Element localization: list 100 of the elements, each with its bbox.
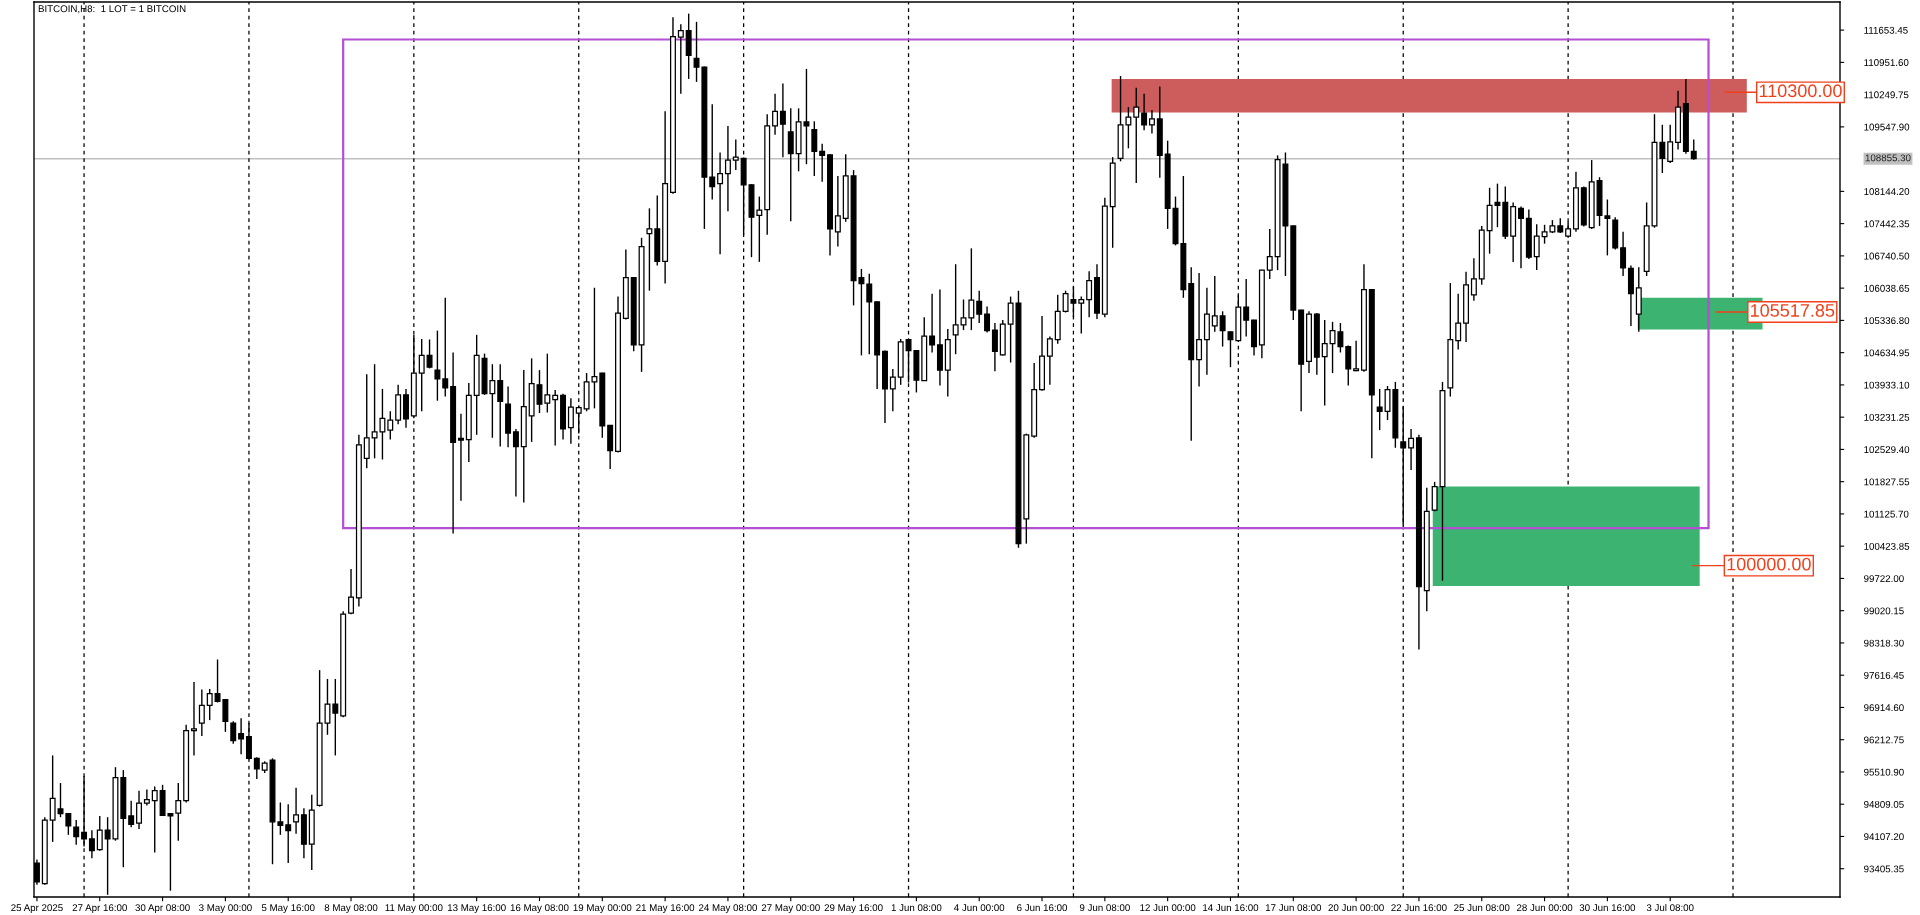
candlestick [1196, 272, 1203, 388]
x-tick-label: 29 May 16:00 [824, 904, 883, 914]
candlestick [512, 428, 519, 498]
candlestick [1667, 124, 1674, 164]
x-tick-label: 25 Jun 08:00 [1454, 904, 1510, 912]
candlestick [1321, 319, 1328, 407]
candlestick [426, 338, 433, 370]
x-tick-label: 21 May 16:00 [636, 904, 695, 914]
candlestick [1659, 124, 1666, 174]
candlestick [442, 297, 449, 398]
x-tick-label: 30 Apr 08:00 [135, 904, 190, 914]
x-tick-label: 27 May 00:00 [761, 904, 820, 914]
y-tick-label: 110951.60 [1864, 59, 1909, 66]
candlestick [567, 397, 574, 445]
candlestick [198, 688, 205, 737]
x-tick-label: 22 Jun 16:00 [1391, 904, 1447, 912]
candlestick [834, 175, 841, 248]
candlestick [929, 292, 936, 354]
candlestick [1211, 275, 1218, 333]
y-tick-label: 101125.70 [1864, 510, 1909, 518]
candlestick [128, 800, 135, 828]
candlestick [206, 688, 213, 721]
ref-line-label: 108855.30 [1865, 154, 1911, 162]
x-tick-label: 30 Jun 16:00 [1579, 904, 1636, 912]
candlestick [1086, 270, 1093, 318]
candlestick [772, 92, 779, 136]
x-tick-label: 17 Jun 08:00 [1265, 904, 1322, 912]
candlestick [819, 142, 826, 183]
chart-title: BITCOIN,H8: 1 LOT = 1 BITCOIN [38, 5, 186, 14]
candlestick [1219, 310, 1226, 348]
x-tick-label: 3 Jul 08:00 [1646, 903, 1694, 912]
x-tick-label: 1 Jun 08:00 [891, 904, 942, 912]
candlestick [889, 368, 896, 412]
candlestick [552, 389, 559, 447]
candlestick [1046, 335, 1053, 386]
candlestick [1533, 223, 1540, 271]
y-tick-label: 99020.15 [1864, 607, 1904, 615]
candlestick [724, 125, 731, 212]
candlestick [285, 803, 292, 864]
candlestick [1376, 388, 1383, 431]
y-tick-label: 104634.95 [1864, 349, 1910, 357]
y-tick-label: 93405.35 [1864, 865, 1904, 873]
y-tick-label: 102529.40 [1864, 446, 1910, 454]
candlestick [1518, 205, 1524, 270]
annotation: 110300.00 [1759, 84, 1842, 98]
y-tick-label: 94809.05 [1864, 800, 1904, 808]
candlestick [709, 103, 716, 201]
candlestick [1078, 295, 1085, 335]
y-tick-label: 109547.90 [1864, 123, 1910, 131]
x-tick-label: 28 Jun 00:00 [1516, 904, 1573, 912]
x-tick-label: 20 Jun 00:00 [1328, 904, 1384, 912]
candlestick [1408, 428, 1415, 471]
x-tick-label: 24 May 08:00 [698, 904, 758, 914]
candlestick [1266, 228, 1273, 280]
candlestick [1455, 292, 1462, 351]
candlestick [348, 568, 355, 615]
annotation: 100000.00 [1727, 557, 1811, 571]
y-tick-label: 107442.35 [1864, 220, 1910, 228]
candlestick [1353, 340, 1360, 373]
candlestick [1148, 109, 1155, 135]
y-tick-label: 103933.10 [1864, 381, 1910, 389]
candlestick [779, 82, 786, 158]
x-tick-label: 25 Apr 2025 [11, 904, 63, 914]
y-tick-label: 97616.45 [1864, 671, 1904, 679]
y-tick-label: 106740.50 [1864, 252, 1910, 260]
candlestick [717, 151, 724, 255]
candlestick [497, 363, 504, 448]
x-tick-label: 12 Jun 00:00 [1140, 904, 1196, 912]
y-tick-label: 105336.80 [1864, 317, 1910, 325]
y-tick-label: 96212.75 [1864, 736, 1904, 744]
candlestick [732, 138, 739, 171]
candlestick [866, 272, 873, 355]
y-tick-label: 99722.00 [1864, 575, 1904, 583]
candlestick [434, 329, 441, 402]
x-tick-label: 3 May 00:00 [199, 904, 252, 914]
y-tick-label: 98318.30 [1864, 639, 1904, 647]
y-tick-label: 100423.85 [1864, 542, 1910, 550]
candlestick [457, 412, 464, 502]
annotation: 105517.85 [1751, 304, 1835, 317]
candlestick [1620, 231, 1627, 277]
candlestick [1243, 278, 1250, 338]
candlestick [293, 787, 300, 835]
y-tick-label: 94107.20 [1864, 833, 1904, 841]
candlestick [136, 790, 143, 830]
candlestick [363, 373, 370, 470]
x-tick-label: 4 Jun 00:00 [954, 904, 1005, 912]
y-tick-label: 110249.75 [1864, 91, 1909, 99]
x-tick-label: 16 May 08:00 [510, 904, 569, 914]
x-tick-label: 5 May 16:00 [261, 904, 315, 914]
candlestick [646, 207, 653, 292]
candlestick [418, 338, 425, 412]
candlestick [1345, 344, 1352, 387]
candlestick [151, 785, 158, 854]
candlestick [677, 23, 684, 95]
y-tick-label: 96914.60 [1864, 704, 1904, 712]
candlestick [991, 322, 998, 373]
x-tick-label: 27 Apr 16:00 [72, 904, 127, 914]
x-tick-label: 19 May 00:00 [573, 904, 632, 914]
candlestick [73, 819, 80, 846]
candlestick [756, 195, 763, 263]
